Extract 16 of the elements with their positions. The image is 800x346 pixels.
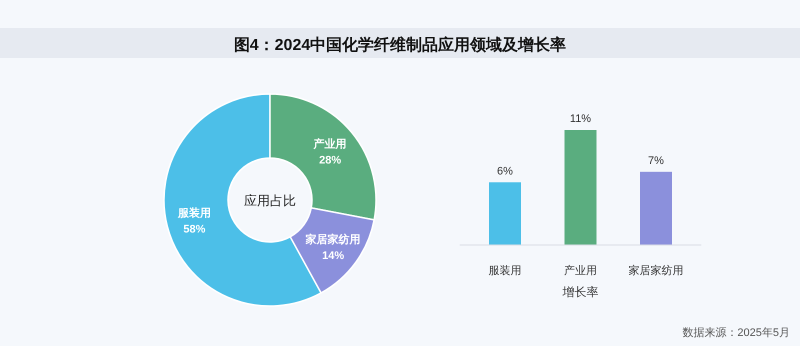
data-label: 6% [497, 165, 514, 178]
data-label: 7% [648, 154, 664, 167]
x-tick-label: 家居家纺用 [628, 264, 684, 277]
source-note: 数据来源：2025年5月 [682, 326, 790, 339]
slice-label: 产业用 [312, 137, 347, 150]
data-label: 58% [183, 223, 206, 236]
data-label: 14% [322, 250, 344, 262]
x-tick-label: 产业用 [564, 264, 597, 277]
data-label: 11% [570, 113, 592, 125]
slice-label: 服装用 [176, 206, 211, 220]
chart-title: 图4：2024中国化学纤维制品应用领域及增长率 [234, 35, 566, 54]
data-label: 28% [319, 154, 342, 166]
slice-label: 家居家纺用 [304, 232, 361, 246]
x-tick-label: 服装用 [488, 264, 522, 277]
text: 应用占比 [244, 193, 296, 208]
x-axis-title: 增长率 [562, 285, 598, 299]
